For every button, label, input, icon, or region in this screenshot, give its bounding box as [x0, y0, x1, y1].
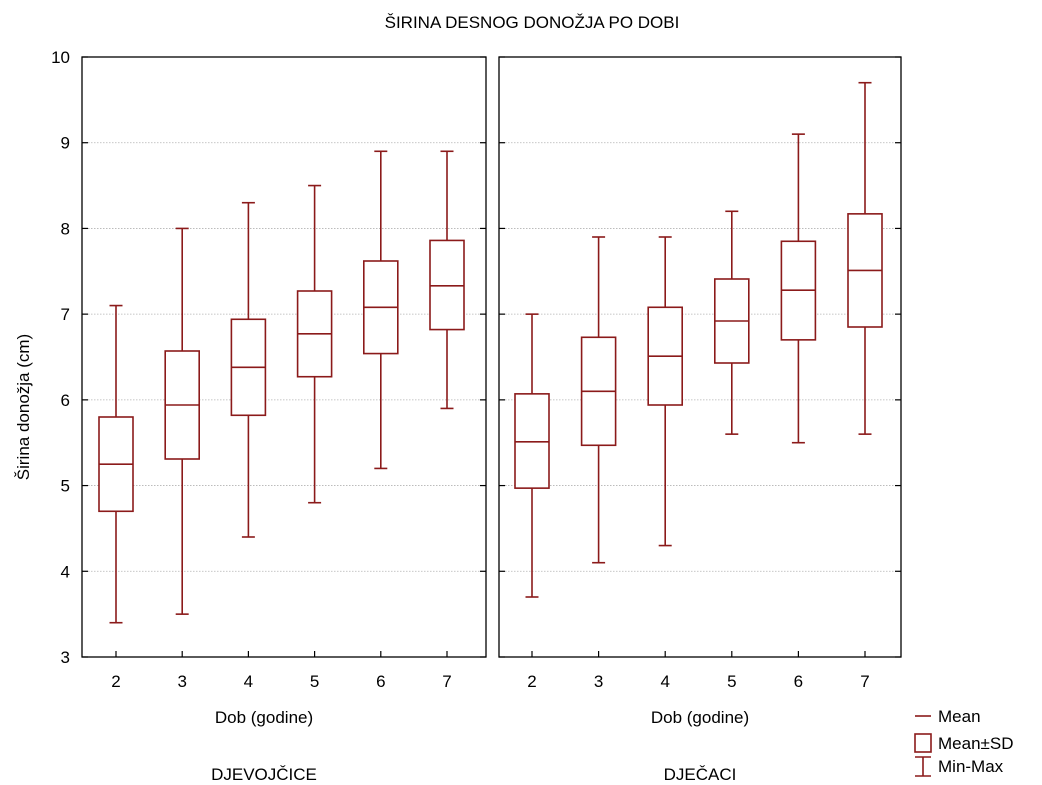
- y-tick-label: 9: [61, 134, 70, 153]
- plot-frame: [81, 56, 487, 658]
- legend-item-minmax: Min-Max: [915, 756, 1004, 777]
- legend-label: Mean: [938, 707, 981, 726]
- x-tick-label: 2: [111, 672, 120, 691]
- x-tick-label: 5: [727, 672, 736, 691]
- chart-title: ŠIRINA DESNOG DONOŽJA PO DOBI: [385, 13, 680, 32]
- x-axis-label: Dob (godine): [215, 708, 313, 727]
- box-marks: [98, 150, 465, 624]
- panel-right: 2 3 4 5 6 7 Dob (godine) DJEČACI: [498, 56, 902, 784]
- x-tick-labels: 2 3 4 5 6 7: [111, 651, 452, 691]
- y-tick-label: 5: [61, 477, 70, 496]
- box-marks: [514, 81, 883, 598]
- grid-lines: [82, 56, 486, 658]
- legend-label: Min-Max: [938, 757, 1004, 776]
- x-tick-label: 5: [310, 672, 319, 691]
- legend-item-sd: Mean±SD: [914, 733, 1013, 753]
- group-label: DJEVOJČICE: [211, 765, 317, 784]
- x-axis-label: Dob (godine): [651, 708, 749, 727]
- panel-left: 2 3 4 5 6 7 Dob (godine) DJEVOJČICE: [81, 56, 487, 784]
- x-tick-label: 4: [660, 672, 669, 691]
- legend-item-mean: Mean: [915, 707, 981, 726]
- x-tick-label: 3: [594, 672, 603, 691]
- y-tick-label: 8: [61, 219, 70, 238]
- legend: Mean Mean±SD Min-Max: [914, 707, 1013, 777]
- x-tick-label: 4: [244, 672, 253, 691]
- y-tick-labels: 3 4 5 6 7 8 9 10: [51, 48, 70, 667]
- y-tick-label: 10: [51, 48, 70, 67]
- x-tick-labels: 2 3 4 5 6 7: [527, 651, 870, 691]
- y-tick-label: 4: [61, 562, 70, 581]
- plot-frame: [498, 56, 902, 658]
- sd-box: [514, 393, 550, 489]
- x-tick-label: 6: [794, 672, 803, 691]
- legend-label: Mean±SD: [938, 734, 1013, 753]
- x-tick-label: 7: [442, 672, 451, 691]
- x-tick-label: 7: [860, 672, 869, 691]
- x-tick-label: 2: [527, 672, 536, 691]
- group-label: DJEČACI: [664, 765, 737, 784]
- y-tick-label: 3: [61, 648, 70, 667]
- y-tick-label: 6: [61, 391, 70, 410]
- legend-box-swatch: [914, 733, 932, 753]
- x-tick-label: 3: [177, 672, 186, 691]
- y-tick-label: 7: [61, 305, 70, 324]
- grid-lines: [499, 56, 901, 658]
- legend-whisker-swatch: [915, 756, 931, 777]
- x-tick-label: 6: [376, 672, 385, 691]
- y-axis-label: Širina donožja (cm): [14, 334, 33, 480]
- sd-box: [429, 239, 465, 331]
